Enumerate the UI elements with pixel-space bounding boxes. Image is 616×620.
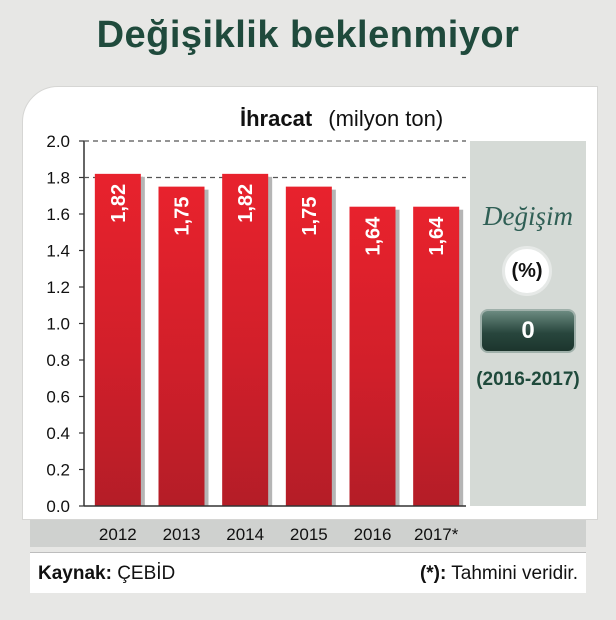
source-value: ÇEBİD [117, 563, 176, 584]
bar [349, 206, 396, 506]
bar [413, 206, 460, 506]
y-tick-label: 0.8 [46, 351, 70, 370]
source-label: Kaynak: [38, 563, 112, 584]
change-value: 0 [480, 309, 576, 353]
x-tick-label: 2017* [414, 525, 459, 544]
y-tick-label: 0.6 [46, 388, 70, 407]
chart-heading: İhracat (milyon ton) [240, 106, 443, 132]
x-tick-label: 2012 [99, 525, 137, 544]
bar-value-label: 1,75 [172, 197, 194, 236]
x-tick-label: 2016 [354, 525, 392, 544]
bar [285, 186, 332, 506]
footnote-label: (*): [419, 563, 447, 584]
bar-value-label: 1,64 [426, 216, 448, 256]
footer: Kaynak: ÇEBİD (*): Tahmini veridir. [30, 552, 586, 593]
percent-badge: (%) [502, 246, 552, 296]
bar-value-label: 1,64 [363, 216, 385, 256]
y-tick-label: 0.0 [46, 497, 70, 516]
bar [158, 186, 205, 506]
change-period: (2016-2017) [476, 369, 580, 390]
bar-value-label: 1,82 [108, 184, 130, 223]
y-tick-label: 1.2 [46, 278, 70, 297]
chart-title: İhracat [240, 106, 313, 131]
x-tick-label: 2013 [163, 525, 201, 544]
y-tick-label: 1.6 [46, 205, 70, 224]
y-tick-label: 1.4 [46, 242, 70, 261]
x-tick-label: 2014 [226, 525, 264, 544]
page-title: Değişiklik beklenmiyor [96, 14, 520, 56]
change-label: Değişim [483, 201, 573, 231]
bar-value-label: 1,75 [299, 197, 321, 236]
bar [222, 173, 269, 506]
x-tick-label: 2015 [290, 525, 328, 544]
x-axis-band [30, 520, 586, 547]
y-tick-label: 0.2 [46, 461, 70, 480]
y-tick-label: 1.0 [46, 315, 70, 334]
bar-value-label: 1,82 [235, 184, 257, 223]
footnote-text: Tahmini veridir. [451, 563, 578, 584]
source: Kaynak: ÇEBİD [38, 563, 175, 585]
y-tick-label: 0.4 [46, 424, 70, 443]
y-tick-label: 2.0 [46, 132, 70, 151]
bar [94, 173, 141, 506]
change-panel: Değişim (%) 0 (2016-2017) [470, 141, 586, 506]
y-tick-label: 1.8 [46, 169, 70, 188]
chart-unit: (milyon ton) [328, 106, 444, 131]
footnote: (*): Tahmini veridir. [420, 563, 578, 585]
